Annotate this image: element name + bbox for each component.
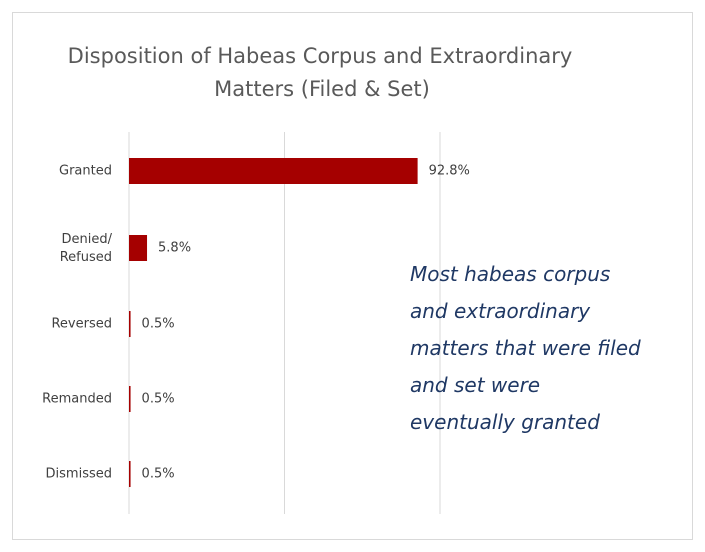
- y-tick-label: Remanded: [42, 392, 112, 407]
- data-label: 5.8%: [158, 241, 191, 256]
- bar: [129, 386, 131, 412]
- y-tick-label: Granted: [59, 164, 112, 179]
- data-label: 0.5%: [142, 467, 175, 482]
- bar: [129, 158, 418, 184]
- chart-border: [12, 12, 693, 540]
- chart-title: Disposition of Habeas Corpus and Extraor…: [68, 44, 573, 101]
- data-label: 0.5%: [142, 317, 175, 332]
- y-tick-label: Dismissed: [46, 467, 112, 482]
- bar: [129, 311, 131, 337]
- data-label: 92.8%: [429, 164, 470, 179]
- data-label: 0.5%: [142, 392, 175, 407]
- y-tick-label: Reversed: [51, 317, 112, 332]
- y-tick-label: Denied/Refused: [60, 232, 113, 265]
- bar: [129, 461, 131, 487]
- bar: [129, 235, 148, 261]
- annotation: Most habeas corpus and extraordinary mat…: [410, 262, 641, 434]
